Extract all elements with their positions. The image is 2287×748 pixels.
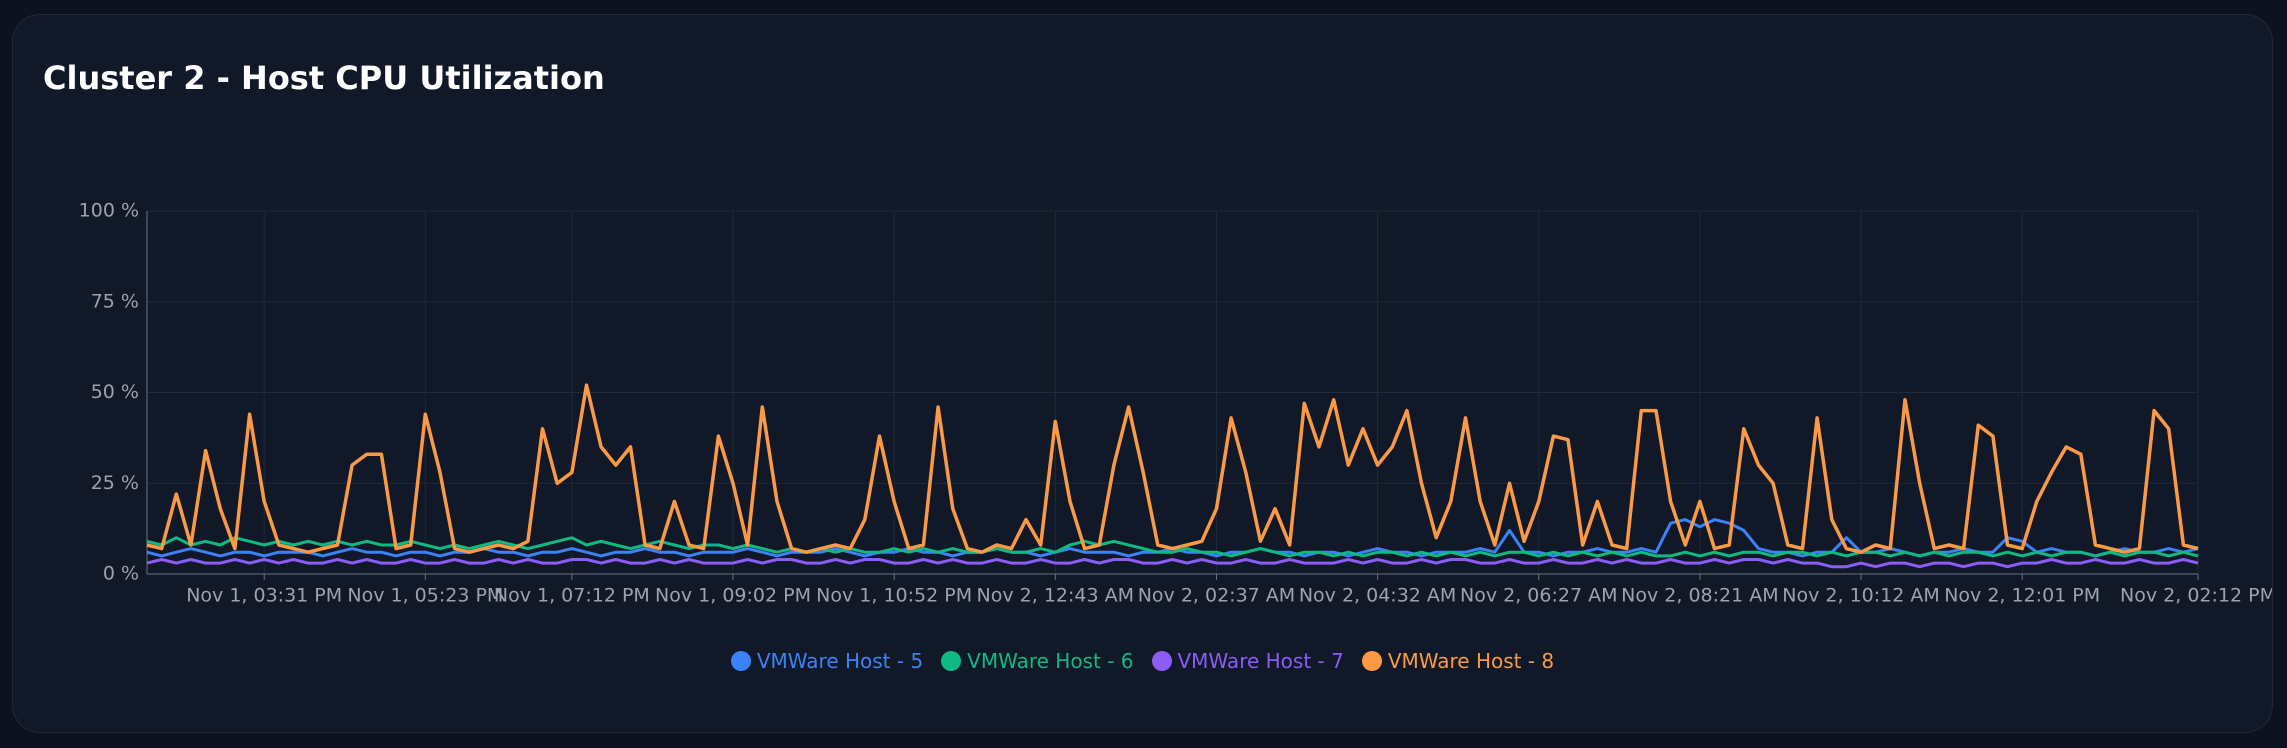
legend-label: VMWare Host - 8 xyxy=(1387,649,1555,673)
x-tick-label: Nov 2, 08:21 AM xyxy=(1621,585,1778,607)
legend-swatch xyxy=(941,651,962,671)
y-tick-label: 25 % xyxy=(91,472,139,494)
x-tick-label: Nov 1, 07:12 PM xyxy=(494,585,650,607)
x-tick-label: Nov 2, 02:37 AM xyxy=(1138,585,1295,607)
series-line xyxy=(146,558,2199,569)
legend-entry[interactable]: VMWare Host - 5 xyxy=(730,649,924,673)
x-tick-label: Nov 1, 03:31 PM xyxy=(186,585,342,607)
legend-entry[interactable]: VMWare Host - 7 xyxy=(1151,649,1344,673)
y-tick-label: 75 % xyxy=(91,290,139,312)
legend-swatch xyxy=(1361,651,1382,671)
legend-label: VMWare Host - 6 xyxy=(967,649,1134,673)
x-tick-label: Nov 2, 06:27 AM xyxy=(1460,585,1617,607)
legend: VMWare Host - 5 VMWare Host - 6 VMWare Hos… xyxy=(13,649,2272,673)
x-tick-label: Nov 2, 10:12 AM xyxy=(1782,585,1939,607)
legend-entry[interactable]: VMWare Host - 8 xyxy=(1361,649,1555,673)
x-tick-label: Nov 2, 04:32 AM xyxy=(1299,585,1456,607)
x-tick-label: Nov 2, 12:43 AM xyxy=(977,585,1134,607)
series-line xyxy=(146,536,2199,558)
chart-title: Cluster 2 - Host CPU Utilization xyxy=(43,59,605,97)
y-tick-label: 0 % xyxy=(103,563,139,585)
legend-label: VMWare Host - 5 xyxy=(756,649,924,673)
x-tick-label: Nov 1, 05:23 PM xyxy=(347,585,503,607)
series-line xyxy=(146,383,2199,554)
legend-swatch xyxy=(1151,651,1172,671)
legend-swatch xyxy=(730,651,751,671)
x-tick-label: Nov 1, 10:52 PM xyxy=(816,585,972,607)
x-tick-label: Nov 2, 02:12 PM xyxy=(2120,585,2272,607)
legend-label: VMWare Host - 7 xyxy=(1177,649,1344,673)
chart: 0 %25 %50 %75 %100 %Nov 1, 03:31 PM Nov 1… xyxy=(79,200,2272,607)
x-tick-label: Nov 2, 12:01 PM xyxy=(1944,585,2100,607)
y-tick-label: 100 % xyxy=(79,200,139,222)
legend-entry[interactable]: VMWare Host - 6 xyxy=(941,649,1134,673)
x-tick-label: Nov 1, 09:02 PM xyxy=(655,585,811,607)
card: Cluster 2 - Host CPU Utilization 0 % 25 %… xyxy=(12,14,2273,733)
y-tick-label: 50 % xyxy=(91,381,139,403)
